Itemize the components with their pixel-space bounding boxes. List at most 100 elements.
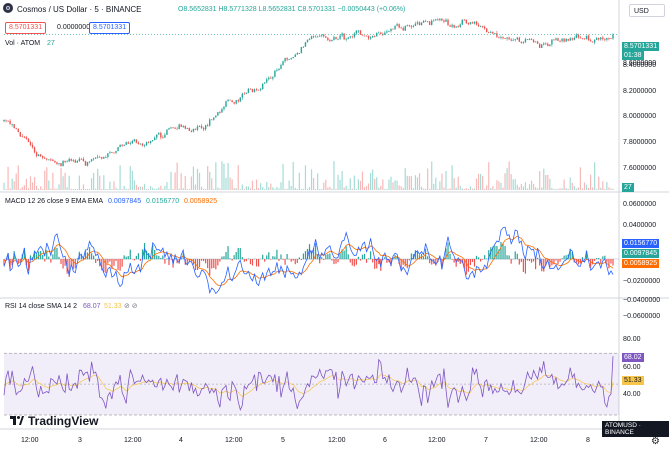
- candle-body: [164, 134, 166, 138]
- volume-bar: [221, 161, 223, 190]
- settings-gear-icon[interactable]: ⚙: [651, 436, 660, 447]
- volume-bar: [606, 181, 608, 190]
- buy-button[interactable]: 8.5701331: [89, 22, 131, 34]
- macd-histogram-bar: [608, 259, 610, 269]
- candle-body: [288, 59, 290, 60]
- candle-body: [280, 65, 282, 69]
- candle-body: [467, 23, 470, 25]
- macd-histogram-bar: [604, 255, 606, 260]
- volume-bar: [357, 179, 360, 190]
- volume-bar: [127, 188, 129, 190]
- candle-body: [48, 159, 50, 161]
- volume-bar: [17, 165, 19, 190]
- volume-bar: [427, 168, 429, 190]
- candle-body: [170, 127, 172, 129]
- volume-bar: [82, 184, 85, 190]
- candle-body: [431, 20, 433, 25]
- candle-body: [233, 102, 235, 104]
- volume-bar: [581, 188, 584, 190]
- macd-histogram-bar: [504, 245, 506, 260]
- volume-bar: [186, 188, 188, 190]
- volume-bar: [253, 188, 256, 190]
- macd-histogram-bar: [143, 243, 146, 260]
- currency-selector[interactable]: USD: [629, 4, 665, 17]
- volume-bar: [447, 188, 449, 190]
- volume-bar: [410, 175, 412, 190]
- macd-histogram-bar: [406, 259, 408, 269]
- macd-histogram-bar: [162, 255, 164, 260]
- candle-body: [538, 43, 541, 48]
- volume-bar: [29, 176, 32, 190]
- volume-bar: [3, 182, 5, 190]
- tradingview-logo[interactable]: TradingView: [10, 414, 98, 428]
- symbol-title[interactable]: Cosmos / US Dollar · 5 · BINANCE: [17, 5, 142, 14]
- last-price-tag: 8.5701331: [622, 42, 660, 51]
- macd-histogram-bar: [139, 259, 142, 261]
- volume-bar: [64, 172, 66, 190]
- eye-icon[interactable]: ⊘ ⊘: [124, 303, 138, 310]
- candle-body: [143, 145, 146, 146]
- macd-histogram-bar: [400, 259, 402, 270]
- candle-body: [31, 144, 34, 148]
- candle-body: [23, 136, 26, 138]
- candle-body: [398, 24, 400, 28]
- volume-bar: [245, 186, 247, 190]
- sell-button[interactable]: 8.5701331: [5, 22, 47, 34]
- rsi-label[interactable]: RSI 14 close SMA 14 2: [5, 303, 77, 310]
- macd-histogram-bar: [561, 258, 563, 260]
- candle-body: [115, 150, 117, 153]
- candle-body: [359, 30, 362, 35]
- volume-bar: [528, 184, 531, 190]
- macd-histogram-bar: [345, 246, 347, 260]
- volume-bar: [323, 182, 325, 190]
- volume-bar: [535, 187, 537, 190]
- macd-histogram-bar: [292, 259, 294, 261]
- macd-histogram-bar: [427, 256, 429, 260]
- candle-body: [66, 161, 68, 163]
- volume-bar: [105, 188, 107, 190]
- candle-body: [160, 132, 162, 138]
- volume-label[interactable]: Vol · ATOM: [5, 40, 41, 47]
- volume-bar: [115, 187, 117, 190]
- candle-body: [117, 147, 119, 151]
- volume-bar: [168, 188, 170, 190]
- macd-histogram-bar: [276, 249, 278, 260]
- candle-body: [353, 33, 356, 37]
- volume-bar: [196, 168, 199, 190]
- candle-body: [192, 128, 195, 132]
- candle-body: [451, 24, 453, 27]
- volume-bar: [386, 188, 388, 190]
- macd-histogram-bar: [33, 250, 36, 260]
- volume-bar: [117, 188, 119, 190]
- candle-body: [264, 82, 266, 84]
- candle-body: [129, 143, 131, 144]
- macd-histogram-bar: [414, 250, 417, 260]
- volume-bar: [577, 187, 579, 190]
- candle-body: [58, 163, 60, 165]
- macd-histogram-bar: [321, 257, 323, 260]
- candle-body: [247, 88, 250, 93]
- macd-histogram-bar: [528, 259, 531, 262]
- volume-bar: [23, 185, 25, 190]
- volume-bar: [349, 178, 351, 190]
- x-tick: 12:00: [328, 437, 346, 444]
- candle-body: [585, 35, 588, 40]
- macd-histogram-bar: [319, 259, 321, 264]
- macd-histogram-bar: [598, 257, 600, 260]
- volume-bar: [502, 187, 504, 190]
- macd-label[interactable]: MACD 12 26 close 9 EMA EMA: [5, 198, 104, 205]
- macd-histogram-bar: [341, 249, 343, 260]
- candle-body: [565, 38, 567, 42]
- candle-body: [82, 158, 85, 162]
- candle-body: [600, 37, 602, 40]
- candle-body: [147, 142, 150, 143]
- volume-bar: [553, 189, 555, 190]
- volume-bar: [310, 169, 313, 190]
- macd-histogram-bar: [90, 253, 93, 260]
- candle-body: [404, 26, 406, 31]
- volume-bar: [215, 162, 217, 190]
- candle-body: [119, 144, 121, 148]
- candle-body: [29, 141, 32, 145]
- candle-body: [180, 124, 182, 127]
